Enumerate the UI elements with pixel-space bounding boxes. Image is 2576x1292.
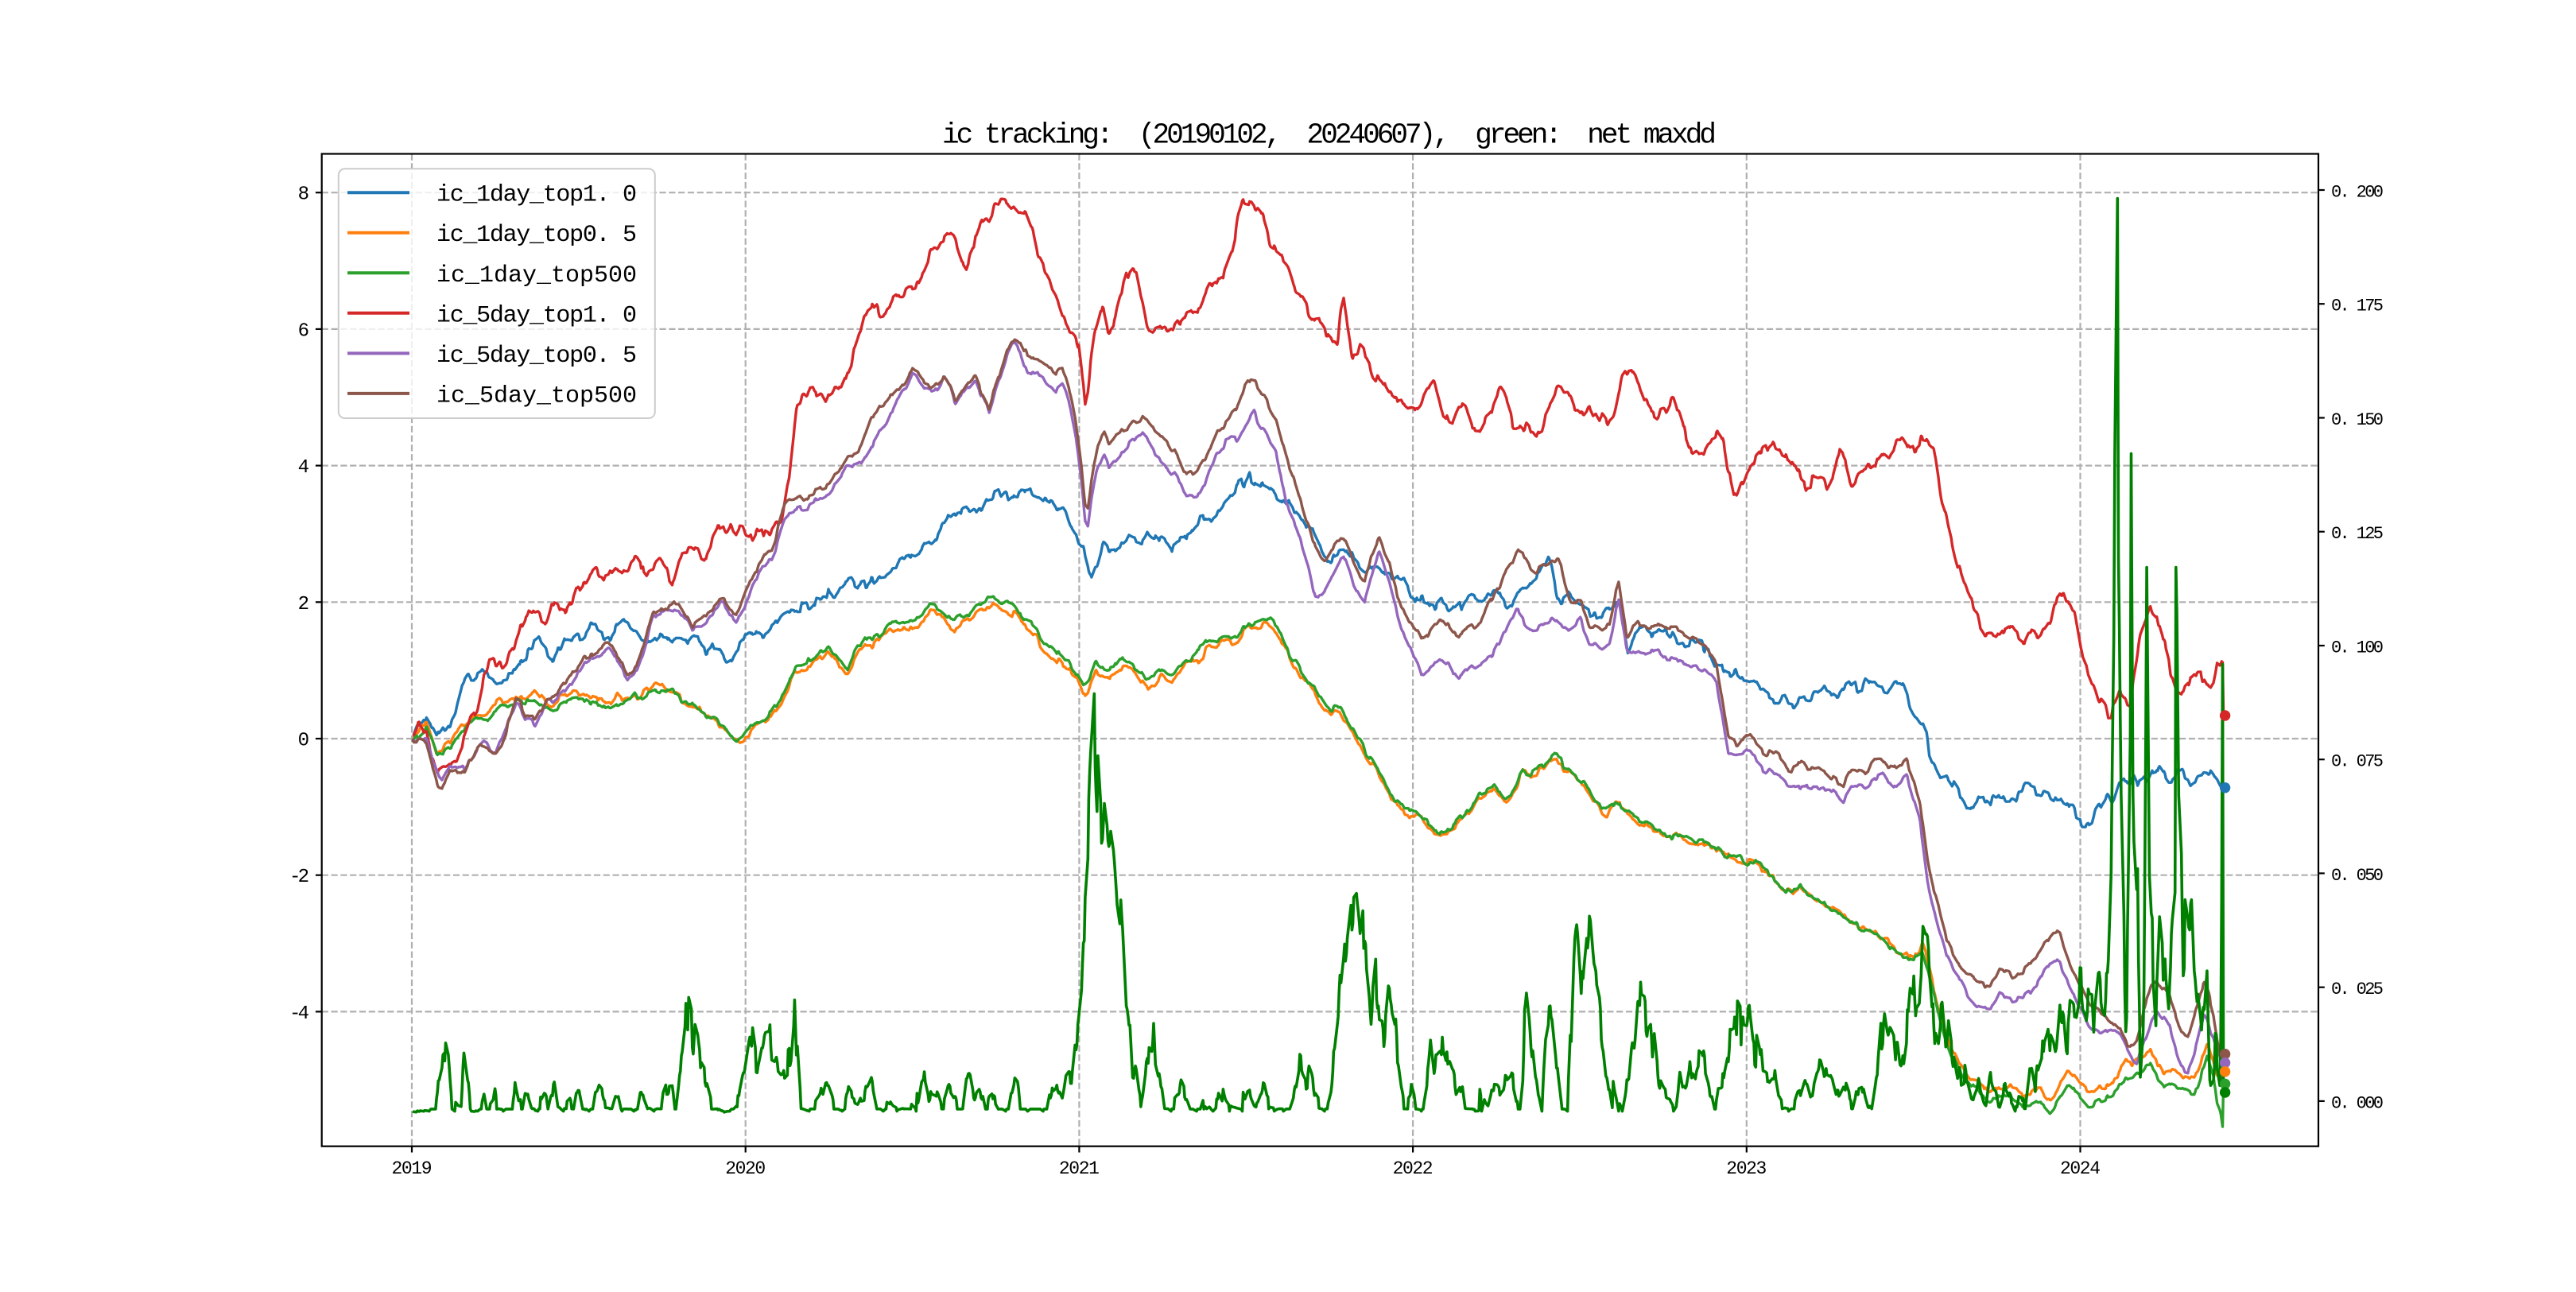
svg-text:ic_5day_top500: ic_5day_top500 [436, 382, 637, 409]
svg-text:2020: 2020 [725, 1158, 766, 1179]
svg-text:2023: 2023 [1726, 1158, 1767, 1179]
svg-text:0. 050: 0. 050 [2331, 866, 2384, 886]
svg-text:2024: 2024 [2060, 1158, 2101, 1179]
svg-text:2: 2 [298, 594, 309, 615]
svg-text:2021: 2021 [1059, 1158, 1100, 1179]
svg-text:8: 8 [298, 184, 309, 206]
svg-text:0. 125: 0. 125 [2331, 524, 2384, 544]
svg-text:ic_1day_top0. 5: ic_1day_top0. 5 [436, 222, 637, 249]
svg-text:ic_1day_top1. 0: ic_1day_top1. 0 [436, 182, 637, 209]
svg-text:0. 150: 0. 150 [2331, 410, 2384, 430]
svg-text:0. 100: 0. 100 [2331, 638, 2384, 658]
svg-text:0: 0 [298, 731, 309, 752]
svg-text:0. 000: 0. 000 [2331, 1093, 2384, 1113]
svg-text:0. 200: 0. 200 [2331, 183, 2384, 203]
svg-text:2022: 2022 [1393, 1158, 1433, 1179]
svg-text:-2: -2 [289, 867, 309, 888]
svg-text:0. 075: 0. 075 [2331, 752, 2384, 772]
svg-text:-4: -4 [289, 1003, 309, 1025]
svg-text:ic tracking: (20190102, 2024: ic tracking: (20190102, 20240607), green… [942, 119, 1717, 152]
svg-text:0. 175: 0. 175 [2331, 297, 2384, 316]
svg-text:ic_1day_top500: ic_1day_top500 [436, 262, 637, 289]
svg-text:6: 6 [298, 320, 309, 342]
svg-text:ic_5day_top0. 5: ic_5day_top0. 5 [436, 343, 637, 370]
svg-text:0. 025: 0. 025 [2331, 980, 2384, 999]
svg-text:ic_5day_top1. 0: ic_5day_top1. 0 [436, 302, 637, 329]
svg-text:2019: 2019 [392, 1158, 433, 1179]
svg-text:4: 4 [298, 457, 309, 479]
